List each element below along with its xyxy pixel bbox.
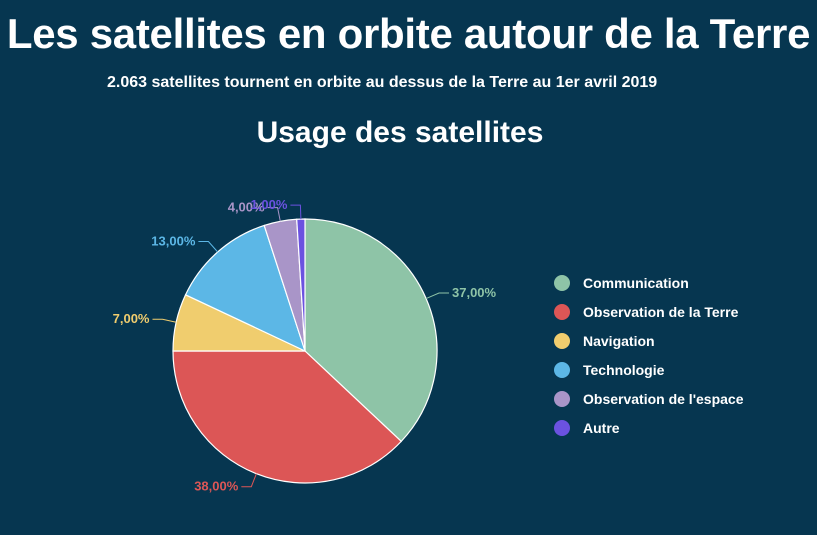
leader-line-0 — [425, 292, 449, 300]
data-label-1: 38,00% — [194, 479, 239, 494]
legend-swatch — [554, 390, 570, 407]
data-label-2: 7,00% — [113, 311, 150, 326]
data-label-0: 37,00% — [452, 285, 497, 300]
page-title: Les satellites en orbite autour de la Te… — [6, 10, 811, 57]
legend-label: Communication — [583, 274, 689, 291]
legend-item-2[interactable]: Navigation — [554, 326, 744, 355]
leader-line-1 — [241, 473, 257, 488]
leader-line-4 — [267, 207, 281, 222]
data-label-3: 13,00% — [151, 234, 196, 249]
legend-item-0[interactable]: Communication — [554, 268, 744, 297]
legend-label: Technologie — [583, 361, 665, 378]
leader-line-5 — [290, 204, 302, 220]
leader-line-2 — [152, 318, 177, 323]
legend-swatch — [554, 332, 570, 349]
legend-label: Observation de la Terre — [583, 303, 739, 320]
legend-item-4[interactable]: Observation de l'espace — [554, 384, 744, 413]
leader-line-3 — [198, 241, 219, 253]
legend-item-5[interactable]: Autre — [554, 413, 744, 442]
data-label-5: 1,00% — [251, 197, 288, 212]
pie-slice-1 — [172, 350, 403, 484]
legend-label: Autre — [583, 419, 620, 436]
data-label-4: 4,00% — [228, 200, 265, 215]
legend-swatch — [554, 274, 570, 291]
chart-legend: Communication Observation de la Terre Navi… — [554, 268, 744, 442]
legend-label: Observation de l'espace — [583, 390, 744, 407]
legend-label: Navigation — [583, 332, 655, 349]
pie-slice-0 — [304, 218, 438, 443]
legend-item-1[interactable]: Observation de la Terre — [554, 297, 744, 326]
legend-swatch — [554, 303, 570, 320]
page-subtitle: 2.063 satellites tournent en orbite au d… — [107, 74, 658, 91]
legend-swatch — [554, 361, 570, 378]
legend-swatch — [554, 419, 570, 436]
chart-title: Usage des satellites — [256, 116, 544, 149]
legend-item-3[interactable]: Technologie — [554, 355, 744, 384]
